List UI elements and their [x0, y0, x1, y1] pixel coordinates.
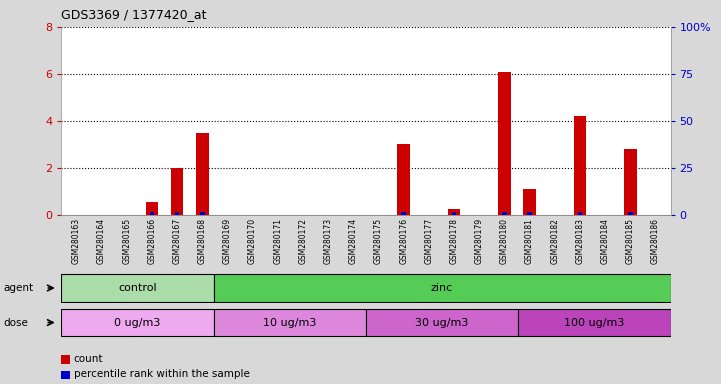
Bar	[213, 274, 671, 302]
Bar	[200, 212, 205, 215]
Bar	[624, 149, 637, 215]
Bar	[397, 144, 410, 215]
Bar	[502, 212, 507, 215]
Text: agent: agent	[4, 283, 34, 293]
Bar	[574, 116, 586, 215]
Text: 10 ug/m3: 10 ug/m3	[263, 318, 317, 328]
Text: dose: dose	[4, 318, 29, 328]
Bar	[61, 274, 213, 302]
Text: control: control	[118, 283, 156, 293]
Text: count: count	[74, 354, 103, 364]
Bar	[578, 212, 582, 215]
Text: 100 ug/m3: 100 ug/m3	[565, 318, 624, 328]
Bar	[498, 71, 510, 215]
Bar	[171, 168, 183, 215]
Bar	[61, 309, 213, 336]
Text: 0 ug/m3: 0 ug/m3	[114, 318, 161, 328]
Bar	[150, 212, 154, 215]
Bar	[213, 309, 366, 336]
Bar	[402, 212, 406, 215]
Bar	[174, 212, 180, 215]
Bar	[527, 212, 532, 215]
Bar	[448, 209, 460, 215]
Text: GDS3369 / 1377420_at: GDS3369 / 1377420_at	[61, 8, 207, 21]
Bar	[628, 212, 632, 215]
Text: 30 ug/m3: 30 ug/m3	[415, 318, 469, 328]
Bar	[196, 133, 208, 215]
Bar	[366, 309, 518, 336]
Bar	[523, 189, 536, 215]
Text: percentile rank within the sample: percentile rank within the sample	[74, 369, 249, 379]
Text: zinc: zinc	[431, 283, 454, 293]
Bar	[518, 309, 671, 336]
Bar	[146, 202, 158, 215]
Bar	[452, 212, 456, 215]
